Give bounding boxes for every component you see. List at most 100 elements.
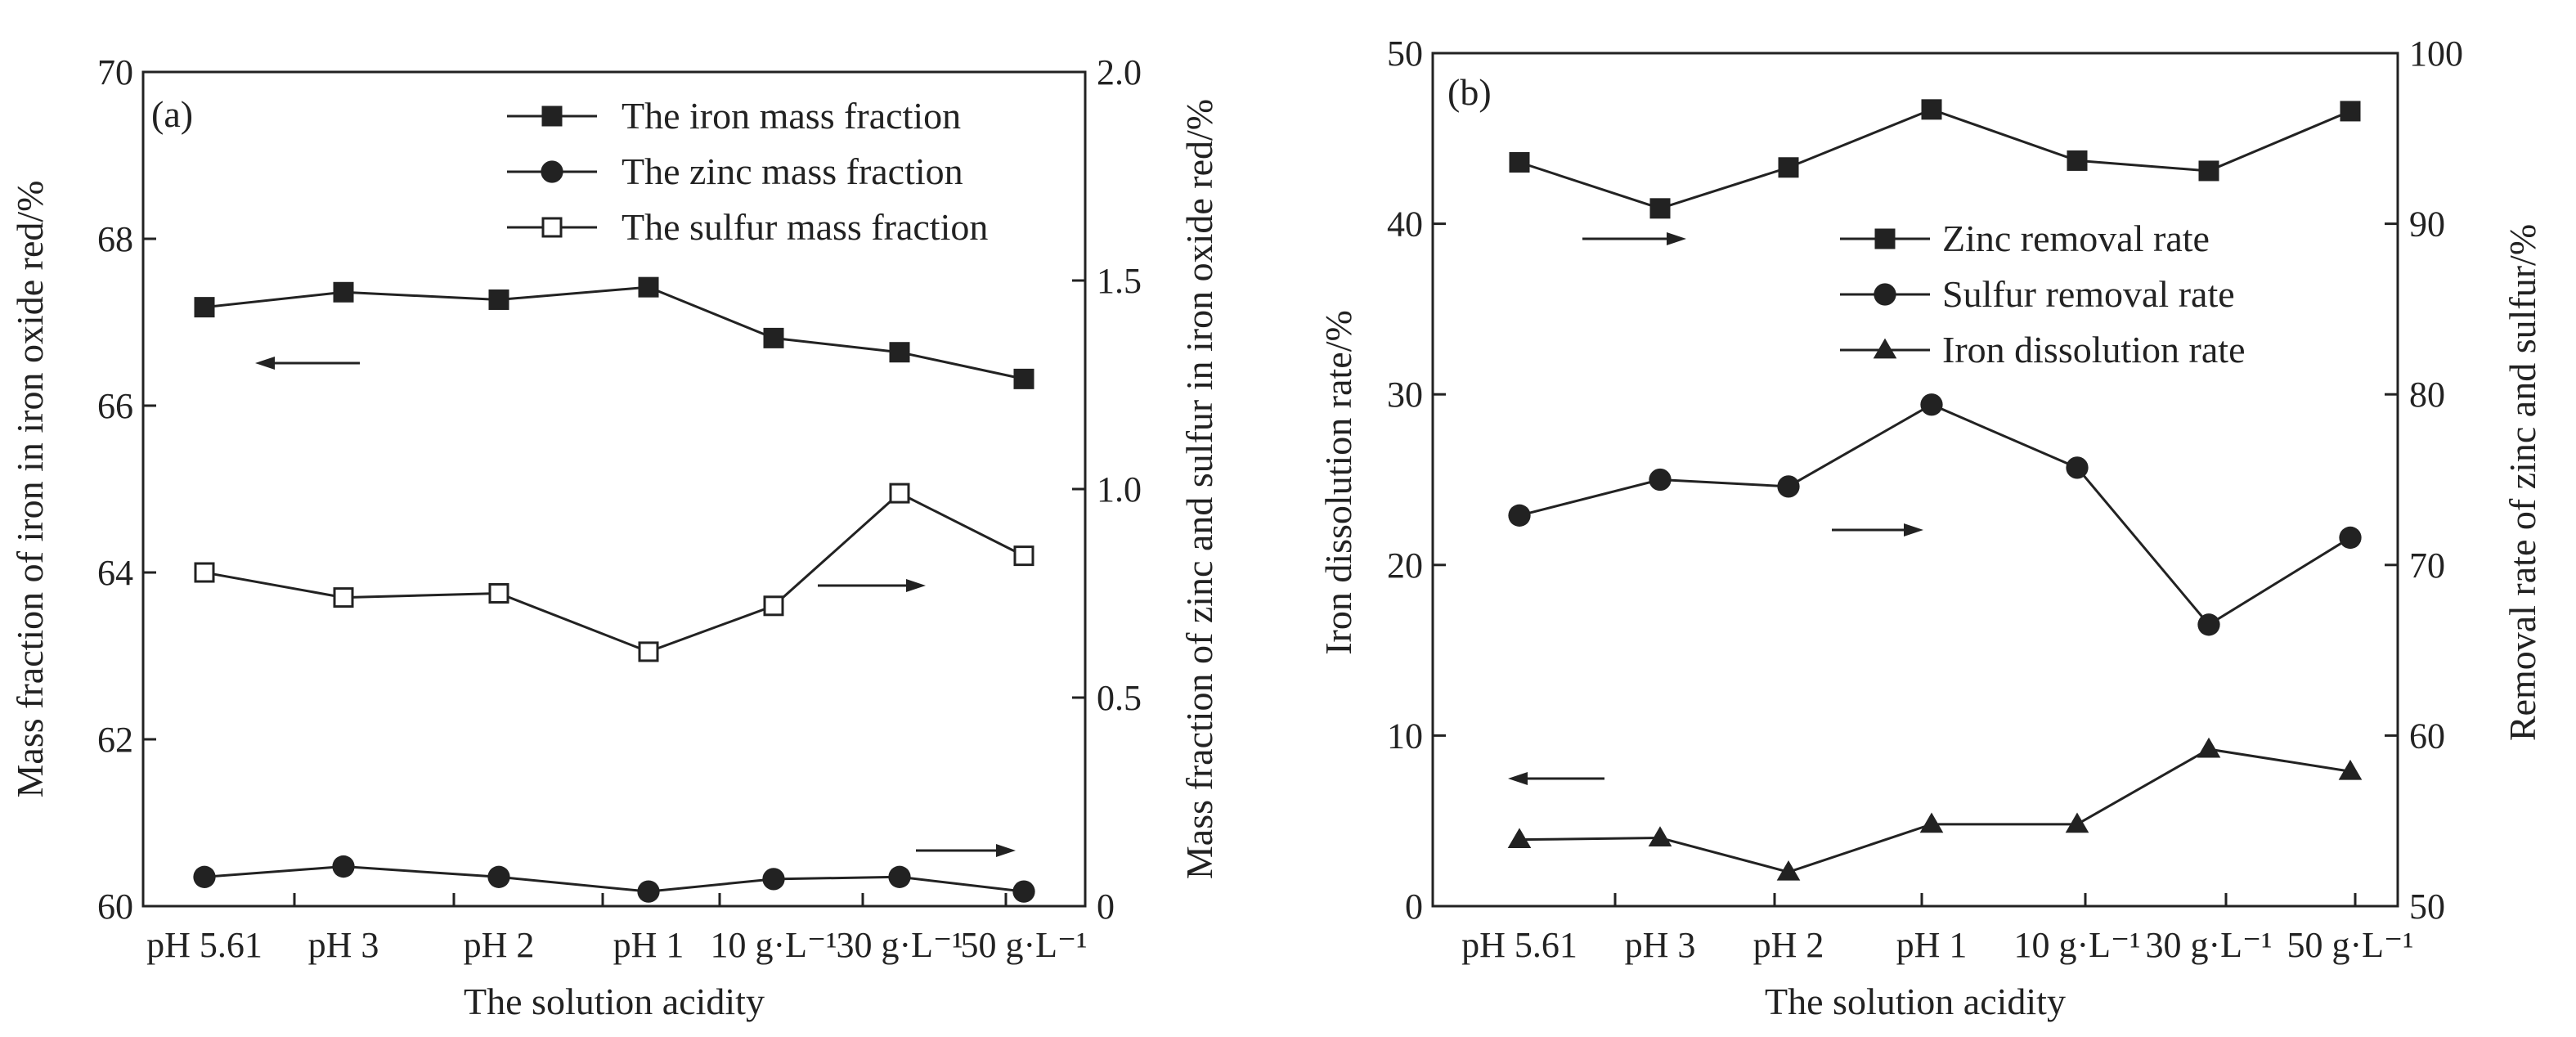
legend-marker	[541, 160, 563, 183]
data-point	[762, 868, 785, 891]
data-point	[2338, 759, 2363, 780]
data-point	[638, 641, 659, 662]
legend: The iron mass fraction The zinc mass frac…	[507, 95, 988, 248]
data-point	[1508, 504, 1531, 527]
panel-label: (a)	[151, 93, 193, 135]
data-point	[488, 289, 509, 310]
panel-label: (b)	[1447, 71, 1492, 113]
data-point	[2067, 150, 2088, 171]
data-point	[333, 281, 354, 303]
left-axis-tick-label: 66	[97, 386, 133, 426]
series-line	[204, 492, 1025, 653]
left-axis-tick-label: 68	[97, 219, 133, 259]
legend-label: The iron mass fraction	[622, 95, 961, 137]
x-axis-tick-label: 10 g·L⁻¹	[2014, 925, 2141, 965]
data-point	[1778, 157, 1799, 178]
data-point	[1649, 198, 1671, 219]
data-point	[888, 865, 911, 888]
data-point	[194, 562, 215, 583]
right-axis-title: Removal rate of zinc and sulfur/%	[2502, 224, 2543, 741]
arrowhead-left	[255, 357, 275, 370]
right-axis-ticks: 50 60 70 80 90 100	[2385, 34, 2463, 927]
right-axis-tick-label: 2.0	[1097, 52, 1142, 92]
data-point	[1777, 475, 1800, 498]
x-axis-tick-label: 50 g·L⁻¹	[961, 925, 1088, 965]
data-point	[2065, 812, 2089, 833]
right-axis-tick-label: 1.5	[1097, 261, 1142, 301]
legend-label: Sulfur removal rate	[1942, 273, 2235, 315]
data-point	[488, 583, 509, 604]
arrowhead-right	[996, 844, 1016, 857]
plot-area-frame	[1431, 52, 2399, 908]
data-point	[1012, 880, 1035, 903]
right-axis-tick-label: 90	[2409, 204, 2445, 245]
x-axis-tick-label: pH 2	[1753, 925, 1824, 965]
legend: Zinc removal rate Sulfur removal rate Iron…	[1840, 218, 2246, 370]
right-axis-ticks: 0 0.5 1.0 1.5 2.0	[1072, 52, 1142, 927]
data-point	[763, 595, 784, 617]
x-axis-tick-label: pH 5.61	[146, 925, 263, 965]
legend-marker	[541, 105, 563, 127]
x-axis-tick-label: pH 3	[308, 925, 379, 965]
legend-label: Iron dissolution rate	[1942, 329, 2246, 370]
left-axis-tick-label: 64	[97, 553, 133, 593]
right-axis-tick-label: 0.5	[1097, 678, 1142, 718]
left-axis-tick-label: 50	[1387, 34, 1423, 74]
series-line	[204, 285, 1025, 380]
legend-marker	[1873, 338, 1897, 359]
data-point	[1649, 468, 1672, 492]
right-axis-tick-label: 80	[2409, 375, 2445, 415]
left-axis-tick-label: 30	[1387, 375, 1423, 415]
data-point	[2197, 737, 2221, 758]
legend-marker	[541, 217, 563, 238]
data-point	[194, 297, 215, 318]
series-line	[1519, 403, 2351, 626]
x-axis-tick-label: pH 2	[464, 925, 535, 965]
data-point	[2198, 160, 2219, 182]
left-axis-tick-label: 20	[1387, 545, 1423, 586]
data-point	[889, 483, 910, 504]
data-point	[1648, 826, 1672, 846]
x-axis-tick-label: pH 1	[613, 925, 684, 965]
x-axis-title: The solution acidity	[1765, 981, 2066, 1022]
data-point	[487, 865, 510, 888]
data-point	[1509, 152, 1530, 173]
right-axis-title: Mass fraction of zinc and sulfur in iron…	[1178, 99, 1220, 879]
data-point	[763, 327, 784, 348]
right-axis-tick-label: 70	[2409, 545, 2445, 586]
arrowhead-right	[1667, 232, 1686, 245]
x-axis-tick-label: pH 3	[1625, 925, 1696, 965]
right-axis-tick-label: 100	[2409, 34, 2463, 74]
plot-area-frame	[141, 70, 1087, 908]
legend-label: The sulfur mass fraction	[622, 206, 988, 248]
data-point	[1919, 812, 1944, 833]
data-point	[1013, 545, 1034, 567]
right-axis-tick-label: 1.0	[1097, 469, 1142, 510]
data-point	[637, 880, 660, 903]
left-axis-tick-label: 62	[97, 720, 133, 760]
data-point	[1920, 393, 1943, 416]
left-axis-tick-label: 70	[97, 52, 133, 92]
left-axis-ticks: 60 62 64 66 68 70	[97, 52, 156, 927]
right-axis-tick-label: 0	[1097, 887, 1115, 927]
left-axis-tick-label: 0	[1405, 887, 1423, 927]
series-axis-arrows	[255, 357, 1016, 857]
arrowhead-right	[906, 579, 926, 592]
left-axis-tick-label: 40	[1387, 204, 1423, 245]
right-axis-tick-label: 60	[2409, 716, 2445, 756]
series-line	[1519, 747, 2351, 873]
x-axis-tick-label: pH 1	[1896, 925, 1968, 965]
data-point	[1507, 828, 1532, 849]
left-axis-title: Iron dissolution rate/%	[1317, 310, 1359, 655]
x-axis-tick-label: pH 5.61	[1461, 925, 1577, 965]
x-axis-tick-label: 30 g·L⁻¹	[2146, 925, 2273, 965]
data-point	[332, 855, 355, 878]
x-axis-title: The solution acidity	[464, 981, 765, 1022]
arrowhead-right	[1904, 523, 1923, 536]
data-point	[1013, 368, 1034, 389]
legend-label: The zinc mass fraction	[622, 150, 963, 192]
